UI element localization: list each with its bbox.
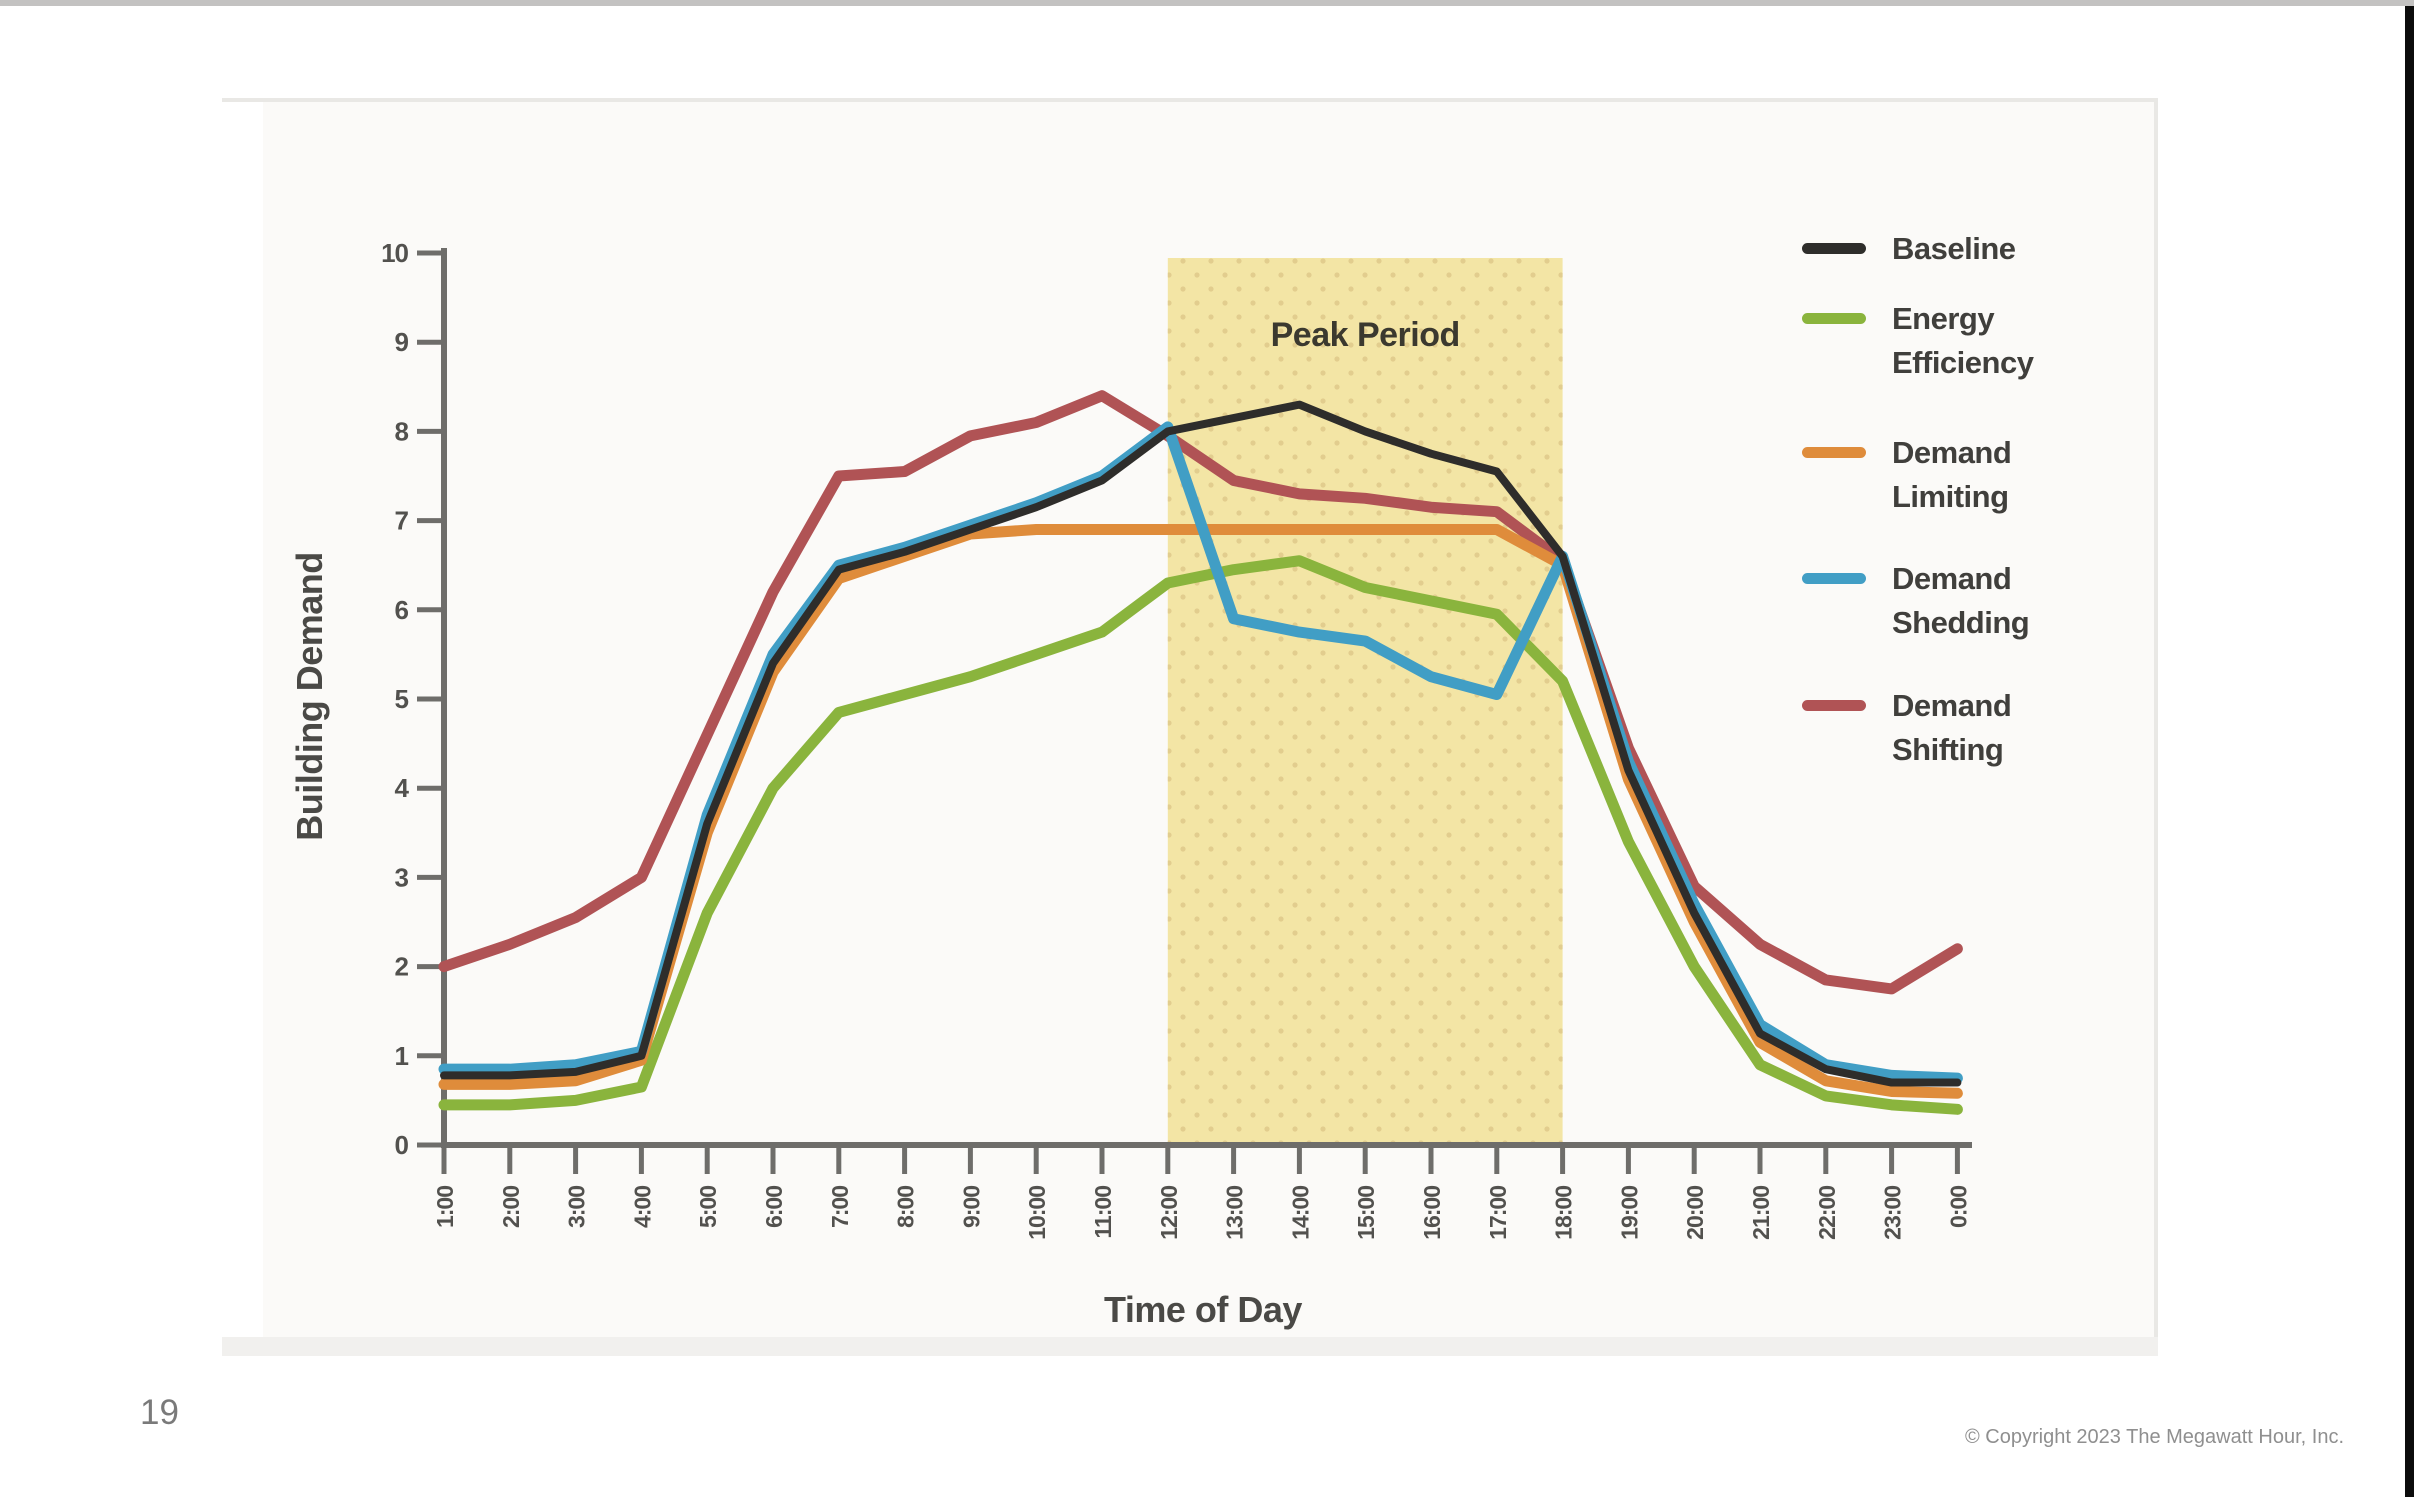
y-tick-label: 5: [395, 684, 409, 714]
window-top-bar: [0, 0, 2414, 6]
x-tick-label: 7:00: [827, 1186, 853, 1228]
y-tick-label: 2: [395, 952, 409, 982]
y-tick-label: 8: [395, 416, 409, 446]
legend-label-demand-limiting: Limiting: [1892, 479, 2009, 514]
x-tick-label: 17:00: [1485, 1186, 1511, 1240]
legend-label-demand-shedding: Shedding: [1892, 605, 2029, 640]
series-line-energy-efficiency: [438, 555, 1963, 1115]
x-tick-label: 14:00: [1287, 1186, 1313, 1240]
peak-period-band-texture: [1167, 258, 1563, 1145]
x-tick-label: 5:00: [695, 1186, 721, 1228]
peak-period-label: Peak Period: [1271, 316, 1460, 354]
y-axis-title: Building Demand: [289, 552, 330, 841]
x-tick-label: 19:00: [1616, 1186, 1642, 1240]
legend-swatch-demand-limiting: [1802, 447, 1866, 458]
legend-label-energy-efficiency: Efficiency: [1892, 345, 2035, 380]
x-tick-label: 15:00: [1353, 1186, 1379, 1240]
x-tick-label: 20:00: [1682, 1186, 1708, 1240]
series-line-demand-shifting: [438, 390, 1963, 995]
slide-viewer-right-edge: [2154, 98, 2158, 1356]
x-tick-label: 11:00: [1090, 1186, 1116, 1239]
y-tick-label: 3: [395, 862, 409, 892]
legend-swatch-baseline: [1802, 243, 1866, 254]
slide-viewer-bottom-strip: [222, 1337, 2158, 1356]
x-tick-label: 0:00: [1945, 1186, 1971, 1228]
legend-label-demand-limiting: Demand: [1892, 435, 2011, 470]
x-tick-label: 12:00: [1156, 1186, 1182, 1240]
y-tick-label: 6: [395, 595, 409, 625]
legend-label-baseline: Baseline: [1892, 231, 2016, 266]
legend-swatch-demand-shifting: [1802, 700, 1866, 711]
slide-viewer-top-edge: [222, 98, 2158, 102]
legend: Baseline Energy Efficiency Demand Limiting De…: [1802, 231, 2035, 767]
page-number: 19: [140, 1393, 179, 1432]
y-tick-label: 1: [395, 1041, 409, 1071]
x-tick-label: 23:00: [1880, 1186, 1906, 1240]
x-tick-label: 22:00: [1814, 1186, 1840, 1240]
x-tick-label: 3:00: [564, 1186, 590, 1228]
x-tick-label: 1:00: [432, 1186, 458, 1228]
legend-label-demand-shifting: Shifting: [1892, 732, 2003, 767]
y-tick-label: 0: [395, 1130, 409, 1160]
x-tick-label: 18:00: [1551, 1186, 1577, 1240]
x-tick-label: 9:00: [958, 1186, 984, 1228]
legend-swatch-energy-efficiency: [1802, 313, 1866, 324]
window-right-edge: [2405, 6, 2414, 1497]
legend-label-demand-shifting: Demand: [1892, 688, 2011, 723]
series-line-baseline: [440, 400, 1962, 1087]
x-tick-label: 4:00: [629, 1186, 655, 1228]
x-axis-title: Time of Day: [1104, 1289, 1302, 1330]
y-tick-label: 4: [395, 773, 410, 803]
y-tick-label: 7: [395, 506, 409, 536]
x-tick-label: 21:00: [1748, 1186, 1774, 1240]
x-tick-label: 6:00: [761, 1186, 787, 1228]
legend-label-demand-shedding: Demand: [1892, 561, 2011, 596]
x-tick-label: 2:00: [498, 1186, 524, 1228]
x-tick-label: 13:00: [1222, 1186, 1248, 1240]
x-tick-label: 10:00: [1024, 1186, 1050, 1240]
y-tick-label: 10: [381, 238, 408, 268]
copyright-text: © Copyright 2023 The Megawatt Hour, Inc.: [1964, 1426, 2344, 1448]
x-tick-label: 16:00: [1419, 1186, 1445, 1240]
y-tick-label: 9: [395, 327, 409, 357]
legend-label-energy-efficiency: Energy: [1892, 301, 1995, 336]
legend-swatch-demand-shedding: [1802, 573, 1866, 584]
x-tick-label: 8:00: [893, 1186, 919, 1228]
